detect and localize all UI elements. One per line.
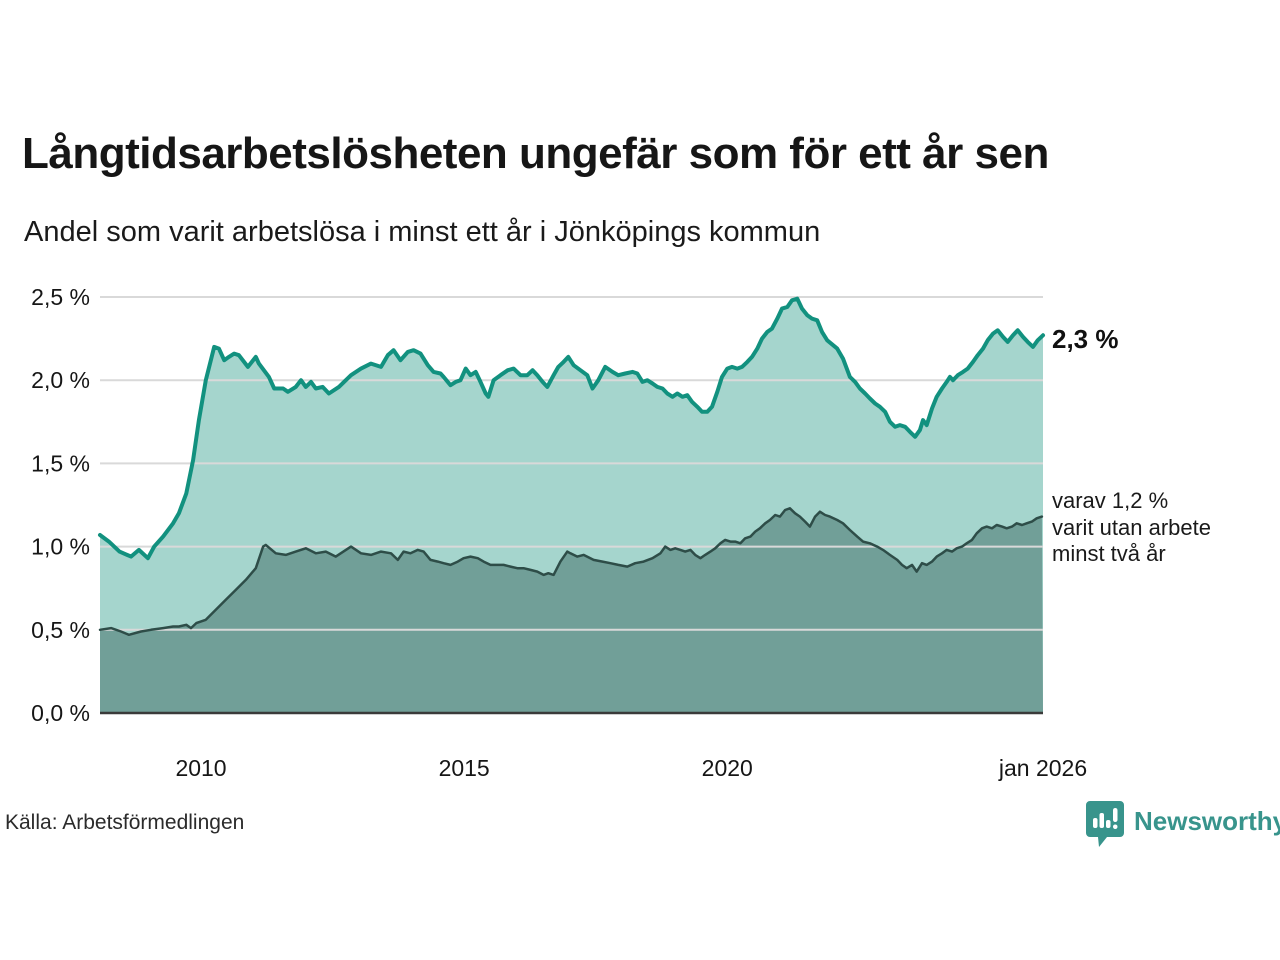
newsworthy-wordmark: Newsworthy <box>1134 806 1280 836</box>
y-tick-label: 0,5 % <box>31 617 90 643</box>
line-total <box>98 296 1045 561</box>
subset-label-line-2: varit utan arbete <box>1052 514 1211 540</box>
page-subtitle: Andel som varit arbetslösa i minst ett å… <box>24 216 821 248</box>
x-tick-label: 2010 <box>175 755 226 781</box>
line-subset <box>98 507 1044 637</box>
page-title: Långtidsarbetslösheten ungefär som för e… <box>22 129 1049 178</box>
y-tick-label: 2,5 % <box>31 284 90 310</box>
newsworthy-logo: Newsworthy <box>1086 800 1280 850</box>
source-attribution: Källa: Arbetsförmedlingen <box>5 811 245 834</box>
line-end-label-total: 2,3 % <box>1052 324 1119 354</box>
subset-label-line-1: varav 1,2 % <box>1052 488 1169 513</box>
unemployment-area-chart: 0,0 % 0,5 % 1,0 % 1,5 % 2,0 % 2,5 % 2010 2015 20… <box>31 284 1087 781</box>
y-tick-label: 0,0 % <box>31 700 90 726</box>
subset-label-line-3: minst två år <box>1052 541 1166 566</box>
y-tick-label: 1,0 % <box>31 534 90 560</box>
bar-chart-speech-bubble-icon <box>1086 801 1124 847</box>
x-tick-label: 2015 <box>439 755 490 781</box>
x-tick-label: jan 2026 <box>998 755 1087 781</box>
x-tick-label: 2020 <box>702 755 753 781</box>
area-fill-subset <box>100 508 1043 713</box>
line-end-label-subset: varav 1,2 % varit utan arbete minst två … <box>1052 488 1211 568</box>
y-tick-label: 2,0 % <box>31 367 90 393</box>
y-tick-label: 1,5 % <box>31 450 90 476</box>
